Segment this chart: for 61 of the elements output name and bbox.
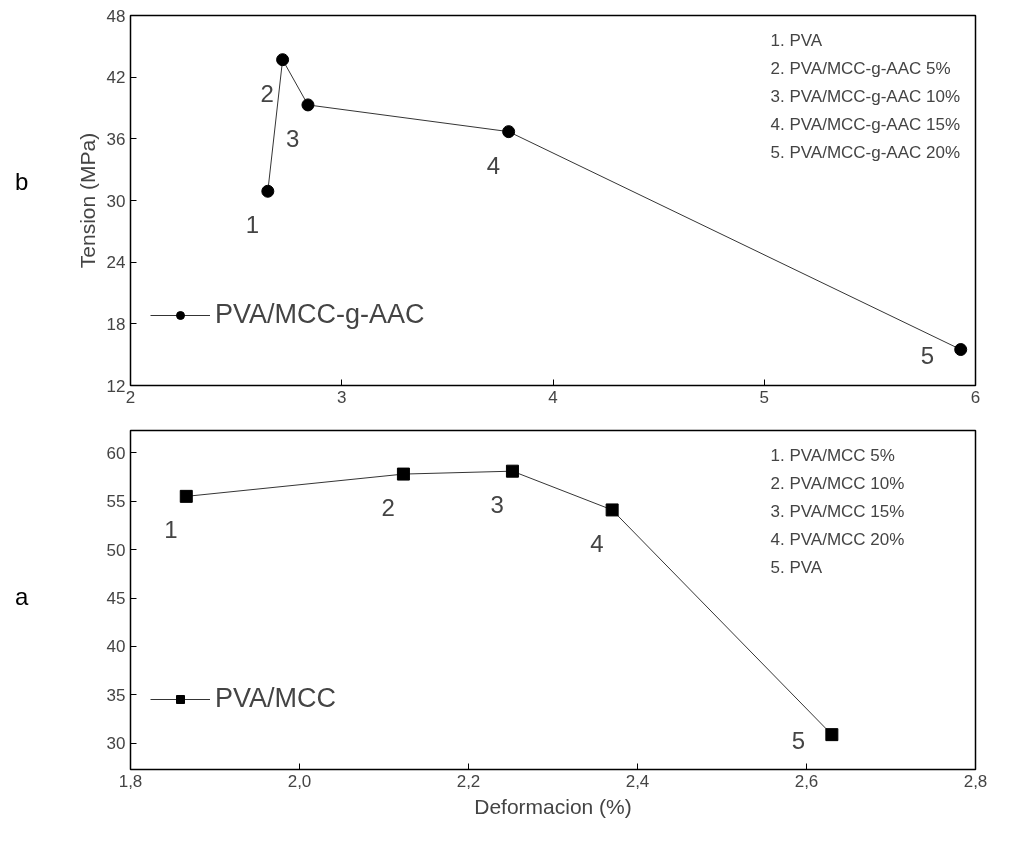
annotation: 4. PVA/MCC 20% bbox=[770, 529, 905, 549]
y-tick-label: 35 bbox=[106, 685, 126, 705]
y-tick-label: 30 bbox=[106, 734, 126, 754]
x-tick-label: 2,4 bbox=[625, 771, 650, 791]
annotation: 1. PVA bbox=[770, 30, 823, 50]
x-tick-label: 6 bbox=[970, 387, 981, 407]
annotation: 1 bbox=[245, 211, 260, 239]
y-tick-label: 55 bbox=[106, 492, 126, 512]
y-tick-label: 42 bbox=[106, 68, 126, 88]
annotation: 2. PVA/MCC-g-AAC 5% bbox=[770, 58, 951, 78]
point bbox=[179, 489, 193, 503]
y-tick-label: 60 bbox=[106, 443, 126, 463]
x-tick-label: 2 bbox=[125, 387, 136, 407]
point bbox=[954, 343, 968, 357]
point bbox=[605, 503, 619, 517]
y-tick-label: 50 bbox=[106, 540, 126, 560]
x-tick-label: 2,6 bbox=[794, 771, 819, 791]
y-tick-label: 40 bbox=[106, 637, 126, 657]
text: a bbox=[15, 582, 29, 612]
annotation: 5. PVA bbox=[770, 557, 823, 577]
y-axis-title: Tension (MPa) bbox=[75, 132, 99, 269]
y-tick-label: 45 bbox=[106, 589, 126, 609]
annotation: 3 bbox=[490, 491, 504, 519]
annotation: 3. PVA/MCC 15% bbox=[770, 501, 905, 521]
y-tick-label: 24 bbox=[106, 253, 126, 273]
point bbox=[261, 184, 275, 198]
annotation: 5. PVA/MCC-g-AAC 20% bbox=[770, 142, 961, 162]
point bbox=[505, 464, 519, 478]
point bbox=[301, 98, 315, 112]
annotation: 3. PVA/MCC-g-AAC 10% bbox=[770, 86, 961, 106]
y-tick-label: 36 bbox=[106, 129, 126, 149]
y-tick-label: 18 bbox=[106, 314, 126, 334]
x-tick-label: 2,0 bbox=[287, 771, 312, 791]
point bbox=[825, 728, 839, 742]
annotation: 5 bbox=[791, 726, 806, 754]
legend-label: PVA/MCC bbox=[215, 683, 337, 714]
y-tick-label: 12 bbox=[106, 376, 126, 396]
x-tick-label: 1,8 bbox=[118, 771, 143, 791]
annotation: 4 bbox=[590, 529, 604, 557]
annotation: 5 bbox=[920, 341, 935, 369]
x-axis-title: Deformacion (%) bbox=[474, 794, 632, 818]
annotation: 4 bbox=[486, 151, 500, 179]
annotation: 1. PVA/MCC 5% bbox=[770, 445, 895, 465]
legend-label: PVA/MCC-g-AAC bbox=[215, 299, 425, 330]
annotation: 2 bbox=[260, 79, 274, 107]
x-tick-label: 2,8 bbox=[963, 771, 988, 791]
point bbox=[396, 467, 410, 481]
x-tick-label: 5 bbox=[759, 387, 769, 407]
point bbox=[502, 125, 516, 139]
point bbox=[276, 53, 290, 67]
annotation: 2. PVA/MCC 10% bbox=[770, 473, 905, 493]
text: b bbox=[15, 167, 29, 197]
annotation: 4. PVA/MCC-g-AAC 15% bbox=[770, 114, 961, 134]
annotation: 3 bbox=[285, 124, 300, 152]
annotation: 2 bbox=[381, 494, 395, 522]
x-tick-label: 4 bbox=[548, 387, 558, 407]
x-tick-label: 3 bbox=[337, 387, 347, 407]
y-tick-label: 48 bbox=[106, 6, 126, 26]
y-tick-label: 30 bbox=[106, 191, 126, 211]
annotation: 1 bbox=[164, 516, 178, 544]
x-tick-label: 2,2 bbox=[456, 771, 481, 791]
